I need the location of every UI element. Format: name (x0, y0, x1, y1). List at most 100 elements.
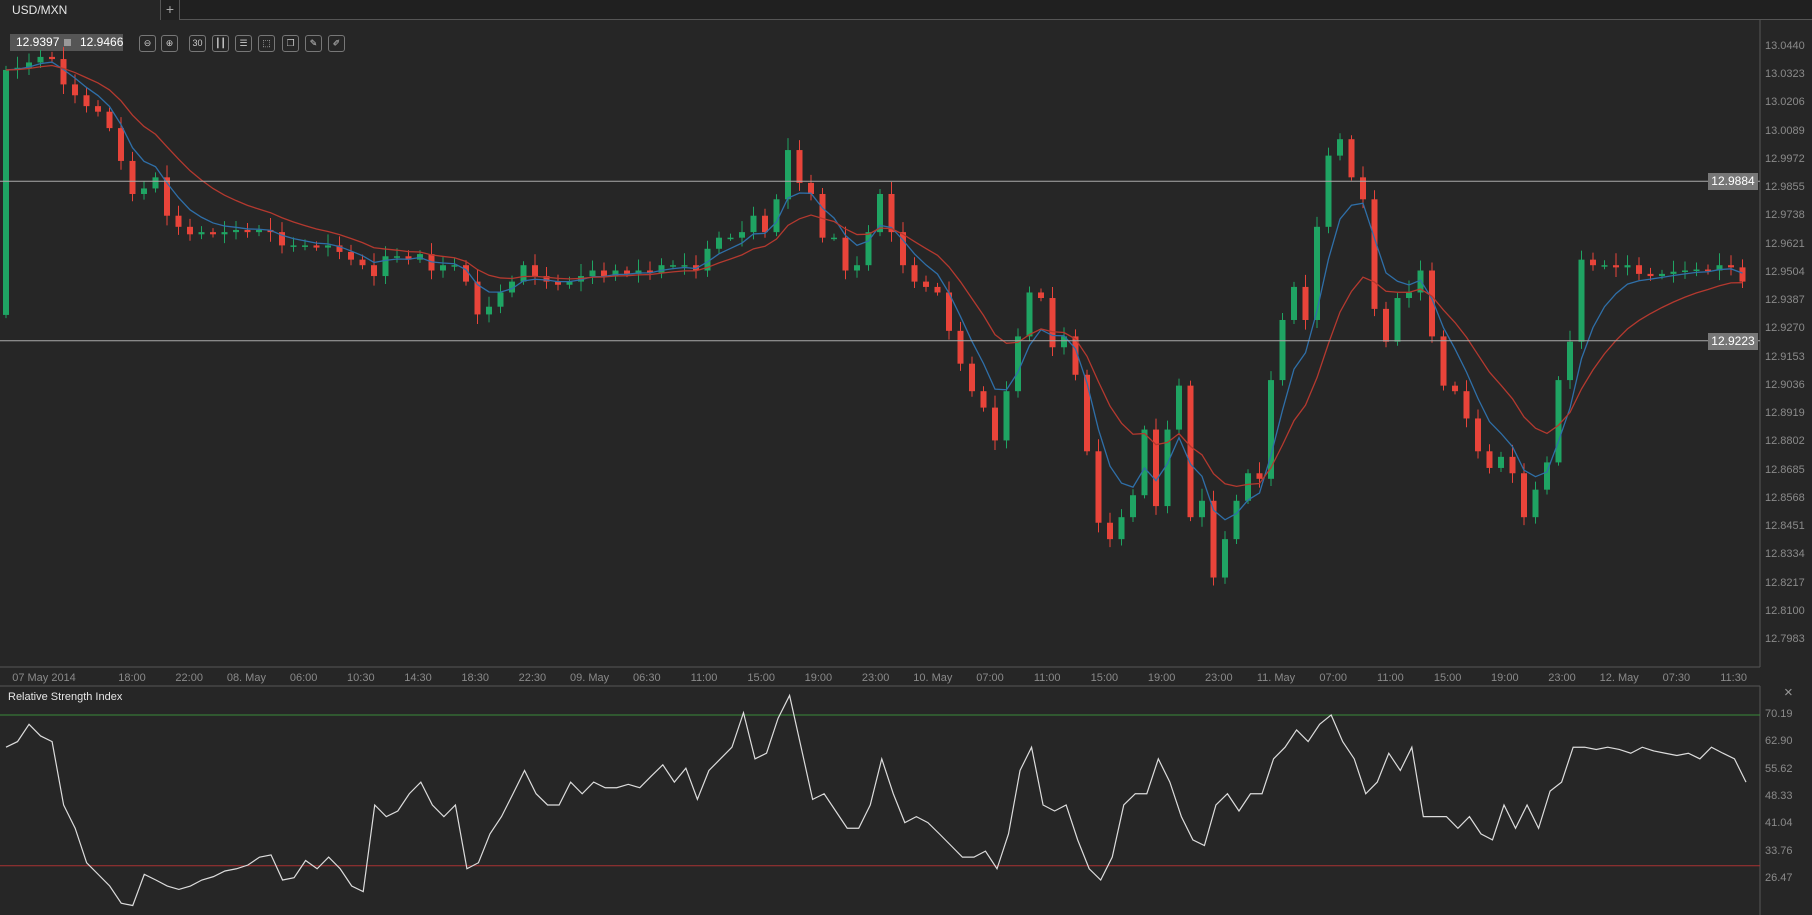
candle-up (497, 292, 504, 307)
candle-up (1325, 155, 1332, 227)
candle-down (969, 363, 975, 392)
time-tick-label: 12. May (1599, 672, 1639, 684)
candle-up (256, 229, 262, 233)
horizontal-line-price-label: 12.9223 (1708, 332, 1758, 350)
candle-up (1291, 286, 1297, 320)
candle-down (336, 245, 343, 252)
candle-down (49, 56, 55, 60)
price-tick-label: 12.9972 (1765, 152, 1805, 165)
candle-down (371, 265, 377, 277)
candle-up (1279, 319, 1286, 381)
time-tick-label: 11:00 (690, 672, 718, 684)
separator-square (64, 39, 71, 46)
candle-up (1118, 517, 1125, 540)
candle-up (1003, 391, 1010, 441)
candle-up (1659, 273, 1665, 277)
candle-up (1233, 500, 1240, 540)
timeframe-icon[interactable]: 30 (189, 35, 206, 52)
candle-up (37, 56, 44, 63)
candle-up (1693, 269, 1700, 272)
zoom-out-icon[interactable]: ⊖ (139, 35, 156, 52)
candle-up (566, 281, 573, 285)
candle-up (1498, 456, 1504, 468)
candle-up (520, 265, 527, 282)
price-tick-label: 13.0440 (1765, 40, 1805, 52)
price-tick-label: 12.9036 (1765, 378, 1805, 391)
candle-down (1302, 286, 1309, 320)
time-tick-label: 06:30 (633, 672, 661, 684)
candle-down (187, 226, 193, 235)
candle-down (808, 182, 814, 194)
candle-down (1256, 473, 1263, 479)
candle-up (233, 229, 239, 233)
candle-down (60, 59, 67, 85)
rsi-tick-label: 62.90 (1765, 735, 1793, 748)
candle-down (842, 237, 849, 271)
candle-down (279, 232, 285, 246)
price-tick-label: 12.8919 (1765, 407, 1805, 420)
time-tick-label: 18:30 (461, 672, 489, 684)
candle-down (1440, 336, 1447, 386)
candle-down (244, 229, 251, 233)
candle-down (95, 106, 101, 112)
time-tick-label: 11. May (1256, 672, 1296, 684)
candle-up (302, 245, 308, 247)
candle-up (716, 237, 722, 249)
time-tick-label: 19:00 (1147, 672, 1176, 684)
candle-down (72, 84, 78, 96)
time-tick-label: 09. May (570, 672, 610, 684)
candle-up (1682, 270, 1688, 273)
candle-up (750, 215, 757, 233)
candle-up (1716, 265, 1723, 271)
time-tick-label: 15:00 (747, 672, 775, 684)
candle-down (1038, 292, 1044, 299)
candle-up (1176, 385, 1182, 430)
candle-up (1394, 298, 1401, 342)
candle-up (681, 265, 688, 267)
candle-down (474, 281, 481, 315)
draw-icon[interactable]: ✐ (328, 35, 345, 52)
candle-down (1360, 177, 1366, 200)
time-tick-label: 15:00 (1433, 672, 1462, 684)
candle-down (210, 232, 216, 235)
candle-up (221, 232, 228, 235)
candle-down (1049, 298, 1056, 348)
candle-down (900, 232, 906, 266)
candle-down (1475, 418, 1481, 452)
candle-down (405, 256, 412, 260)
divider (179, 19, 1812, 20)
candle-up (739, 232, 745, 238)
price-tick-label: 12.9153 (1765, 350, 1805, 363)
indicators-icon[interactable]: ┃┃ (212, 35, 229, 52)
close-rsi-icon[interactable]: × (1784, 684, 1793, 701)
candle-up (1314, 226, 1320, 320)
settings-sliders-icon[interactable]: ☰ (235, 35, 252, 52)
price-tick-label: 12.8685 (1765, 463, 1805, 476)
price-tick-label: 12.9387 (1765, 294, 1805, 307)
add-tab-button[interactable]: + (161, 0, 180, 19)
candle-up (198, 232, 205, 235)
copy-icon[interactable]: ❐ (282, 35, 299, 52)
candle-up (831, 237, 837, 240)
bid-price: 12.9397 (16, 35, 60, 49)
zoom-in-icon[interactable]: ⊕ (161, 35, 178, 52)
candle-up (635, 270, 642, 274)
chart-type-icon[interactable]: ⬚ (258, 35, 275, 52)
candle-up (1544, 462, 1550, 490)
price-tick-label: 12.9855 (1765, 181, 1805, 194)
candle-up (1337, 139, 1343, 156)
candle-down (175, 215, 182, 227)
moving-average-fast (5, 61, 1743, 521)
tab-usd-mxn[interactable]: USD/MXN (0, 0, 161, 20)
time-tick-label: 18:00 (118, 672, 146, 684)
candle-down (946, 292, 952, 331)
candle-down (796, 150, 803, 183)
candle-up (141, 188, 147, 194)
rsi-line (5, 693, 1747, 907)
candle-up (382, 256, 389, 277)
edit-icon[interactable]: ✎ (305, 35, 322, 52)
time-tick-label: 07:30 (1662, 672, 1691, 684)
moving-average-slow (5, 64, 1743, 488)
quote-badge: 12.9397 12.9466 (10, 34, 123, 51)
